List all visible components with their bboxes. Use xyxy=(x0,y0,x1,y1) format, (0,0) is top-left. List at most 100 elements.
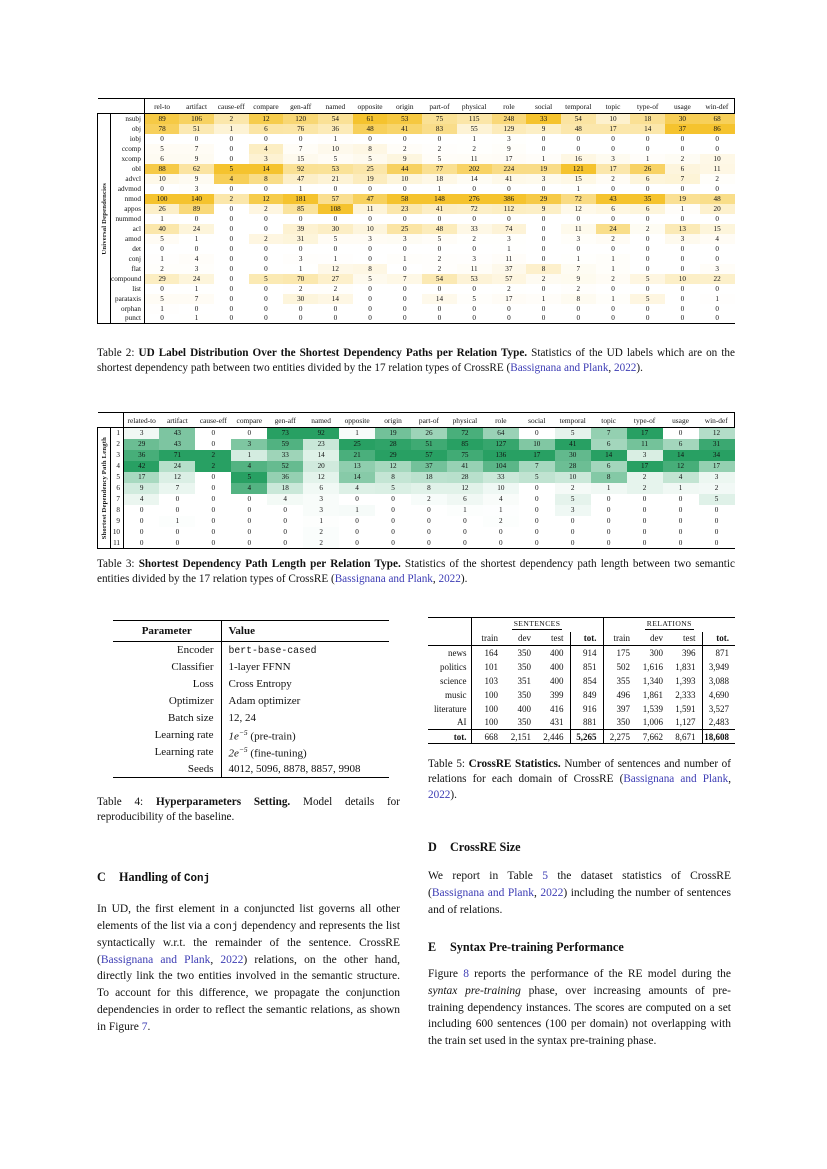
heatmap-cell: 0 xyxy=(595,183,631,194)
heatmap-cell: 0 xyxy=(352,283,388,294)
table-row: science 103 351 400 854 355 1,340 1,393 3,088 xyxy=(428,673,736,688)
text-segment: Adam optimizer xyxy=(228,695,301,707)
heatmap-cell: 5 xyxy=(352,153,388,164)
domain-label: music xyxy=(445,689,467,700)
text-segment: (fine-tuning) xyxy=(247,747,307,760)
citation-link[interactable]: 2022 xyxy=(428,788,451,801)
heatmap-cell: 0 xyxy=(411,526,447,538)
column-header: role xyxy=(482,412,519,428)
heatmap-cell: 2 xyxy=(303,537,340,549)
ud-label-distribution-table: rel-to artifact cause-eff compare gen-aff nam… xyxy=(97,98,735,324)
count-value: 2,483 xyxy=(701,715,736,730)
heatmap-cell: 0 xyxy=(213,213,249,224)
heatmap-cell: 3 xyxy=(283,253,319,264)
heatmap-cell: 202 xyxy=(456,163,492,174)
heatmap-cell: 3 xyxy=(665,233,700,244)
citation-link[interactable]: 2022 xyxy=(220,953,244,966)
citation-link[interactable]: Bassignana and Plank xyxy=(100,953,211,966)
citation-link[interactable]: 5 xyxy=(542,870,548,882)
heatmap-cell: 14 xyxy=(303,449,340,461)
text-segment: 12, 24 xyxy=(228,712,257,724)
count-value: 2,333 xyxy=(675,689,696,700)
citation-link[interactable]: 2022 xyxy=(540,886,564,899)
heatmap-cell: 0 xyxy=(179,303,214,314)
row-label: 9 xyxy=(110,515,124,527)
row-label: 5 xyxy=(110,471,124,483)
count-value: 416 xyxy=(550,703,564,714)
heatmap-cell: 0 xyxy=(123,515,160,527)
heatmap-cell: 20 xyxy=(699,203,735,214)
heatmap-cell: 62 xyxy=(179,163,214,174)
heatmap-cell: 0 xyxy=(248,133,284,144)
heatmap-cell: 0 xyxy=(630,133,666,144)
citation-link[interactable]: 8 xyxy=(463,968,469,980)
citation-link[interactable]: Bassignana and Plank xyxy=(431,886,535,899)
text-segment: Table 5: xyxy=(428,758,469,770)
heatmap-cell: 136 xyxy=(482,449,519,461)
table-row: Encoder bert-base-cased xyxy=(113,641,389,659)
citation-link[interactable]: Bassignana and Plank xyxy=(510,362,609,375)
heatmap-cell: 0 xyxy=(339,493,376,505)
table-row: Learning rate 1e−5 (pre-train) xyxy=(113,726,389,744)
text-segment: ) including the number of sentences and … xyxy=(428,886,731,916)
heatmap-cell: 0 xyxy=(375,537,411,549)
group-header-text: Relations xyxy=(644,619,694,631)
heatmap-cell: 28 xyxy=(554,460,591,472)
heatmap-cell: 74 xyxy=(491,223,527,234)
heatmap-cell: 12 xyxy=(560,203,596,214)
heatmap-cell: 0 xyxy=(699,303,735,314)
citation-link[interactable]: Bassignana and Plank xyxy=(623,773,729,786)
heatmap-cell: 0 xyxy=(195,427,232,439)
heatmap-cell: 5 xyxy=(422,153,457,164)
heatmap-cell: 25 xyxy=(352,163,388,174)
heatmap-cell: 0 xyxy=(213,133,249,144)
heatmap-cell: 85 xyxy=(446,438,483,450)
heatmap-cell: 20 xyxy=(303,460,340,472)
domain-label: science xyxy=(440,675,467,686)
citation-link[interactable]: 2022 xyxy=(614,362,637,375)
heatmap-cell: 0 xyxy=(213,313,249,324)
heatmap-cell: 8 xyxy=(411,482,447,494)
crossre-statistics-table: Sentences Relations train dev test tot. train d… xyxy=(428,617,736,744)
column-header: rel-to xyxy=(144,98,180,114)
heatmap-cell: 0 xyxy=(123,526,160,538)
column-header: gen-aff xyxy=(283,98,319,114)
heatmap-cell: 26 xyxy=(630,163,666,174)
heatmap-cell: 0 xyxy=(123,504,160,516)
heatmap-cell: 0 xyxy=(595,133,631,144)
heatmap-cell: 73 xyxy=(267,427,304,439)
sub-column-header: tot. xyxy=(569,631,604,646)
citation-link[interactable]: 2022 xyxy=(438,573,461,586)
heatmap-cell: 5 xyxy=(630,273,666,284)
heatmap-cell: 0 xyxy=(352,293,388,304)
table3-heatmap: related-to artifact cause-eff compare gen-af… xyxy=(97,412,735,549)
table4-header-parameter: Parameter xyxy=(113,620,221,642)
heatmap-cell: 92 xyxy=(283,163,319,174)
section-d-heading: D CrossRE Size xyxy=(428,840,731,855)
heatmap-cell: 77 xyxy=(422,163,457,174)
count-value: 1,539 xyxy=(642,703,664,714)
heatmap-cell: 6 xyxy=(665,163,700,174)
heatmap-cell: 9 xyxy=(179,173,214,184)
heatmap-cell: 0 xyxy=(318,313,353,324)
heatmap-cell: 48 xyxy=(699,193,735,204)
count-value: 100 xyxy=(470,701,504,716)
domain-label: politics xyxy=(440,661,467,672)
heatmap-cell: 43 xyxy=(595,193,631,204)
heatmap-cell: 10 xyxy=(352,223,388,234)
citation-link[interactable]: Bassignana and Plank xyxy=(334,573,433,586)
heatmap-cell: 61 xyxy=(352,113,388,124)
heatmap-cell: 2 xyxy=(144,263,180,274)
heatmap-cell: 0 xyxy=(456,183,492,194)
heatmap-cell: 2 xyxy=(560,283,596,294)
citation-link[interactable]: 7 xyxy=(141,1020,148,1033)
heatmap-cell: 3 xyxy=(456,253,492,264)
heatmap-cell: 2 xyxy=(213,193,249,204)
column-header: cause-eff xyxy=(213,98,249,114)
table-row: literature 100 400 416 916 397 1,539 1,591 3,527 xyxy=(428,701,736,716)
heatmap-cell: 0 xyxy=(283,133,319,144)
text-segment: UD Label Distribution Over the Shortest … xyxy=(138,347,528,359)
heatmap-cell: 0 xyxy=(352,133,388,144)
heatmap-cell: 11 xyxy=(560,223,596,234)
heatmap-cell: 24 xyxy=(179,273,214,284)
